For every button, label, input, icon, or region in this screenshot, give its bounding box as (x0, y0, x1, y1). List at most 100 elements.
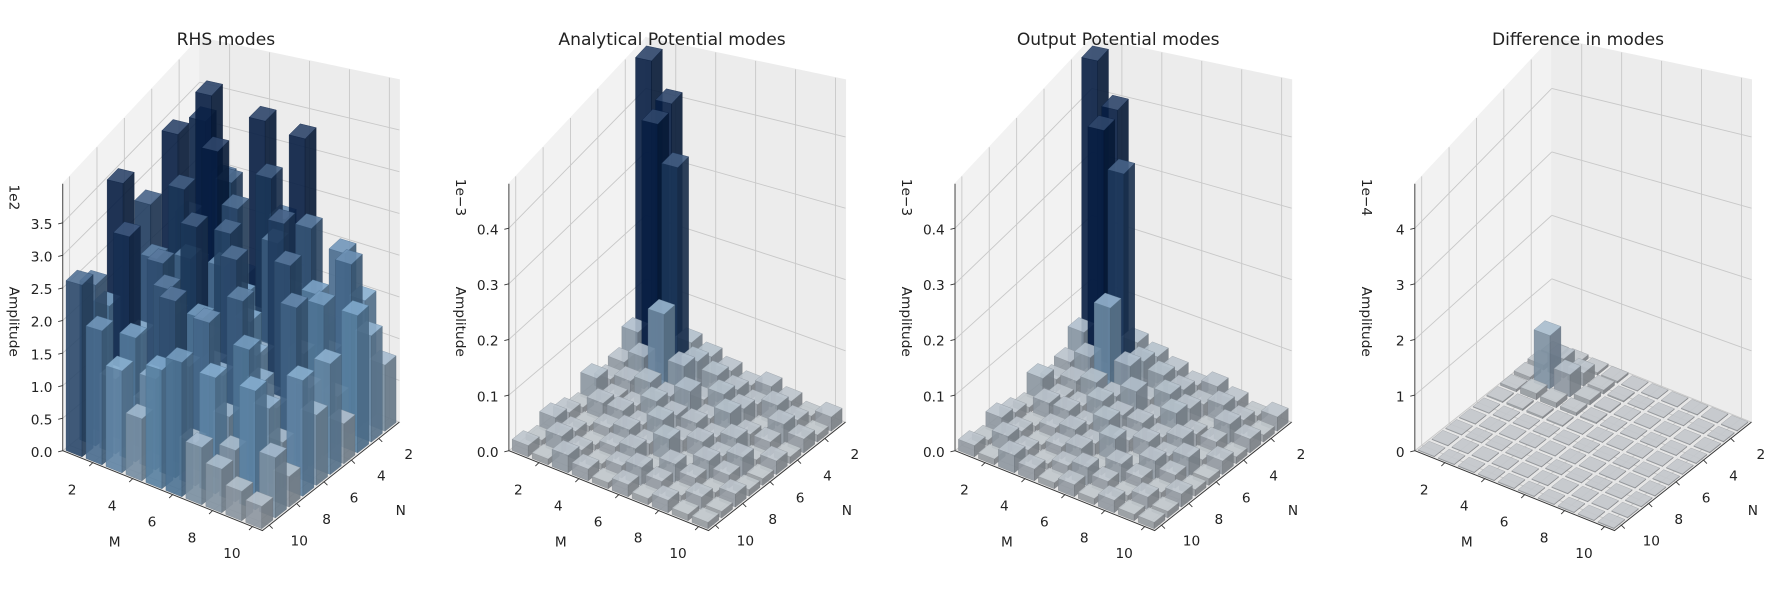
bar-face (1586, 426, 1614, 443)
bar-face (1113, 351, 1142, 367)
bar-face (371, 325, 383, 443)
bar (1478, 416, 1507, 433)
y-tick-label: 4 (377, 469, 386, 485)
bar (1545, 459, 1573, 476)
y-tick (323, 481, 328, 486)
bar (1598, 464, 1627, 481)
bar-face (180, 212, 209, 228)
bar (1498, 424, 1527, 441)
bar (1591, 493, 1619, 511)
y-tick (1188, 503, 1193, 508)
bar-face (341, 300, 369, 316)
bar-face (1233, 423, 1262, 440)
grid-line (1414, 278, 1553, 396)
bar-face (1572, 437, 1601, 453)
bar (1693, 436, 1721, 454)
bar-face (1431, 430, 1460, 446)
bar (1647, 402, 1675, 419)
bar-face (65, 269, 94, 286)
bar-face (125, 412, 143, 482)
bar-face (185, 441, 203, 506)
bar-face (1577, 504, 1606, 521)
z-tick-label: 1 (1396, 389, 1405, 405)
bar-face (1532, 421, 1561, 437)
bar (245, 491, 274, 530)
bar-face (214, 218, 242, 235)
bar-face (65, 280, 83, 458)
bar-face (1638, 480, 1667, 496)
bar-face (1578, 456, 1607, 472)
bar-face (1571, 485, 1599, 502)
bar (1700, 407, 1729, 424)
bar-face (119, 322, 148, 339)
bar-face (1551, 477, 1579, 494)
bar-face (205, 453, 234, 470)
bar-face (1526, 401, 1554, 417)
bar (1646, 450, 1674, 467)
bar-face (1071, 452, 1100, 468)
bar-face (720, 423, 748, 439)
bar-face (1457, 456, 1486, 473)
bar-face (1626, 442, 1654, 459)
bar-face (606, 395, 635, 412)
x-tick (128, 478, 133, 483)
bar-face (1613, 404, 1642, 421)
bar (1599, 415, 1628, 433)
grid-line (508, 215, 647, 340)
x-axis-label: M (109, 534, 121, 550)
bar-face (1126, 408, 1154, 424)
bar-face (1158, 459, 1187, 476)
z-tick-label: 0.0 (923, 445, 945, 461)
z-tick (950, 283, 956, 286)
bar (1497, 472, 1526, 490)
z-axis-label: Amplitude (6, 287, 22, 357)
bar-face (1537, 488, 1566, 505)
z-tick (1410, 227, 1415, 230)
axis-line (508, 183, 846, 532)
bar-face (225, 476, 254, 492)
bar (1471, 446, 1500, 463)
x-tick-label: 6 (1500, 514, 1509, 530)
grid-line (954, 151, 1093, 285)
bar-face (1125, 463, 1153, 479)
bar (1666, 458, 1694, 475)
bar (571, 453, 600, 482)
z-tick (58, 385, 63, 388)
bar (1660, 391, 1689, 408)
x-tick-label: 2 (1420, 482, 1429, 498)
bar-face (1518, 432, 1547, 448)
bar-face (1059, 414, 1087, 431)
bar (1639, 431, 1668, 449)
z-tick-label: 0.4 (477, 222, 499, 238)
bar (1618, 472, 1647, 489)
bar (1633, 412, 1662, 430)
bar-face (1525, 451, 1553, 467)
bar-face (1633, 412, 1662, 429)
offset-text: 1e−3 (452, 179, 468, 216)
bar (1057, 469, 1086, 498)
x-tick-label: 6 (1040, 514, 1049, 530)
z-tick-label: 0.2 (477, 334, 499, 350)
bar (1517, 480, 1546, 498)
bar (1492, 405, 1521, 422)
bar-face (1151, 496, 1179, 512)
bar-face (1105, 449, 1133, 465)
bar (1559, 397, 1588, 417)
bar-face (625, 452, 653, 468)
x-tick-label: 10 (669, 546, 686, 562)
bar-face (571, 453, 600, 470)
x-tick (168, 494, 173, 499)
subplot-title: Output Potential modes (1017, 30, 1220, 50)
bar-face (551, 440, 580, 456)
bar-face (646, 405, 675, 421)
bar (1707, 425, 1735, 443)
y-axis-label: N (1288, 503, 1298, 519)
bar-face (1471, 446, 1500, 462)
bar (1459, 408, 1487, 425)
x-tick (1101, 510, 1106, 515)
bar-face (1417, 441, 1446, 457)
bar-face (205, 462, 222, 514)
bar-face (1660, 391, 1689, 407)
bar-face (686, 426, 715, 443)
z-tick-label: 0.1 (923, 389, 945, 405)
